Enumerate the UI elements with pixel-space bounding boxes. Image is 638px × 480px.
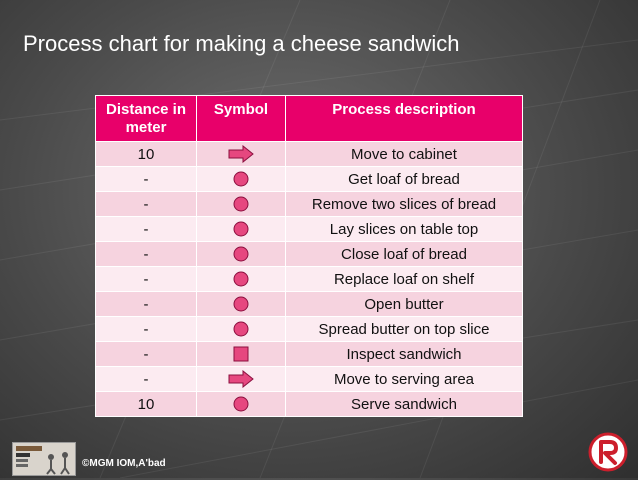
footer-thumbnail-image	[12, 442, 76, 476]
symbol-cell	[196, 341, 286, 367]
r-logo-icon	[588, 432, 628, 472]
symbol-cell	[196, 216, 286, 242]
distance-cell: -	[95, 366, 197, 392]
symbol-cell	[196, 166, 286, 192]
transport-arrow-icon	[197, 145, 285, 163]
operation-circle-icon	[197, 220, 285, 238]
table-row: - Spread butter on top slice	[95, 316, 523, 342]
table-header-row: Distance in meter Symbol Process descrip…	[95, 95, 523, 142]
description-cell: Spread butter on top slice	[285, 316, 523, 342]
description-cell: Get loaf of bread	[285, 166, 523, 192]
transport-arrow-icon	[197, 370, 285, 388]
symbol-cell	[196, 366, 286, 392]
description-cell: Move to serving area	[285, 366, 523, 392]
table-row: - Inspect sandwich	[95, 341, 523, 367]
table-row: - Lay slices on table top	[95, 216, 523, 242]
description-cell: Remove two slices of bread	[285, 191, 523, 217]
distance-cell: 10	[95, 391, 197, 417]
distance-cell: -	[95, 216, 197, 242]
description-cell: Close loaf of bread	[285, 241, 523, 267]
description-cell: Open butter	[285, 291, 523, 317]
table-row: - Replace loaf on shelf	[95, 266, 523, 292]
header-distance: Distance in meter	[95, 95, 197, 142]
table-row: 10 Move to cabinet	[95, 141, 523, 167]
distance-cell: -	[95, 166, 197, 192]
operation-circle-icon	[197, 395, 285, 413]
symbol-cell	[196, 191, 286, 217]
table-body: 10 Move to cabinet - Get loaf of bread - Remo…	[95, 141, 523, 417]
table-row: 10 Serve sandwich	[95, 391, 523, 417]
operation-circle-icon	[197, 170, 285, 188]
table-row: - Move to serving area	[95, 366, 523, 392]
table-row: - Open butter	[95, 291, 523, 317]
symbol-cell	[196, 391, 286, 417]
table-row: - Get loaf of bread	[95, 166, 523, 192]
table-row: - Remove two slices of bread	[95, 191, 523, 217]
distance-cell: -	[95, 316, 197, 342]
distance-cell: -	[95, 241, 197, 267]
symbol-cell	[196, 241, 286, 267]
symbol-cell	[196, 316, 286, 342]
symbol-cell	[196, 291, 286, 317]
distance-cell: -	[95, 341, 197, 367]
operation-circle-icon	[197, 295, 285, 313]
process-chart-table: Distance in meter Symbol Process descrip…	[95, 95, 523, 417]
description-cell: Replace loaf on shelf	[285, 266, 523, 292]
distance-cell: 10	[95, 141, 197, 167]
description-cell: Lay slices on table top	[285, 216, 523, 242]
distance-cell: -	[95, 291, 197, 317]
description-cell: Inspect sandwich	[285, 341, 523, 367]
operation-circle-icon	[197, 195, 285, 213]
footer-copyright: ©MGM IOM,A'bad	[82, 458, 166, 469]
distance-cell: -	[95, 266, 197, 292]
symbol-cell	[196, 266, 286, 292]
header-description: Process description	[285, 95, 523, 142]
slide-title: Process chart for making a cheese sandwi…	[23, 31, 460, 56]
operation-circle-icon	[197, 245, 285, 263]
description-cell: Move to cabinet	[285, 141, 523, 167]
header-symbol: Symbol	[196, 95, 286, 142]
operation-circle-icon	[197, 270, 285, 288]
table-row: - Close loaf of bread	[95, 241, 523, 267]
distance-cell: -	[95, 191, 197, 217]
symbol-cell	[196, 141, 286, 167]
description-cell: Serve sandwich	[285, 391, 523, 417]
inspection-square-icon	[197, 345, 285, 363]
operation-circle-icon	[197, 320, 285, 338]
